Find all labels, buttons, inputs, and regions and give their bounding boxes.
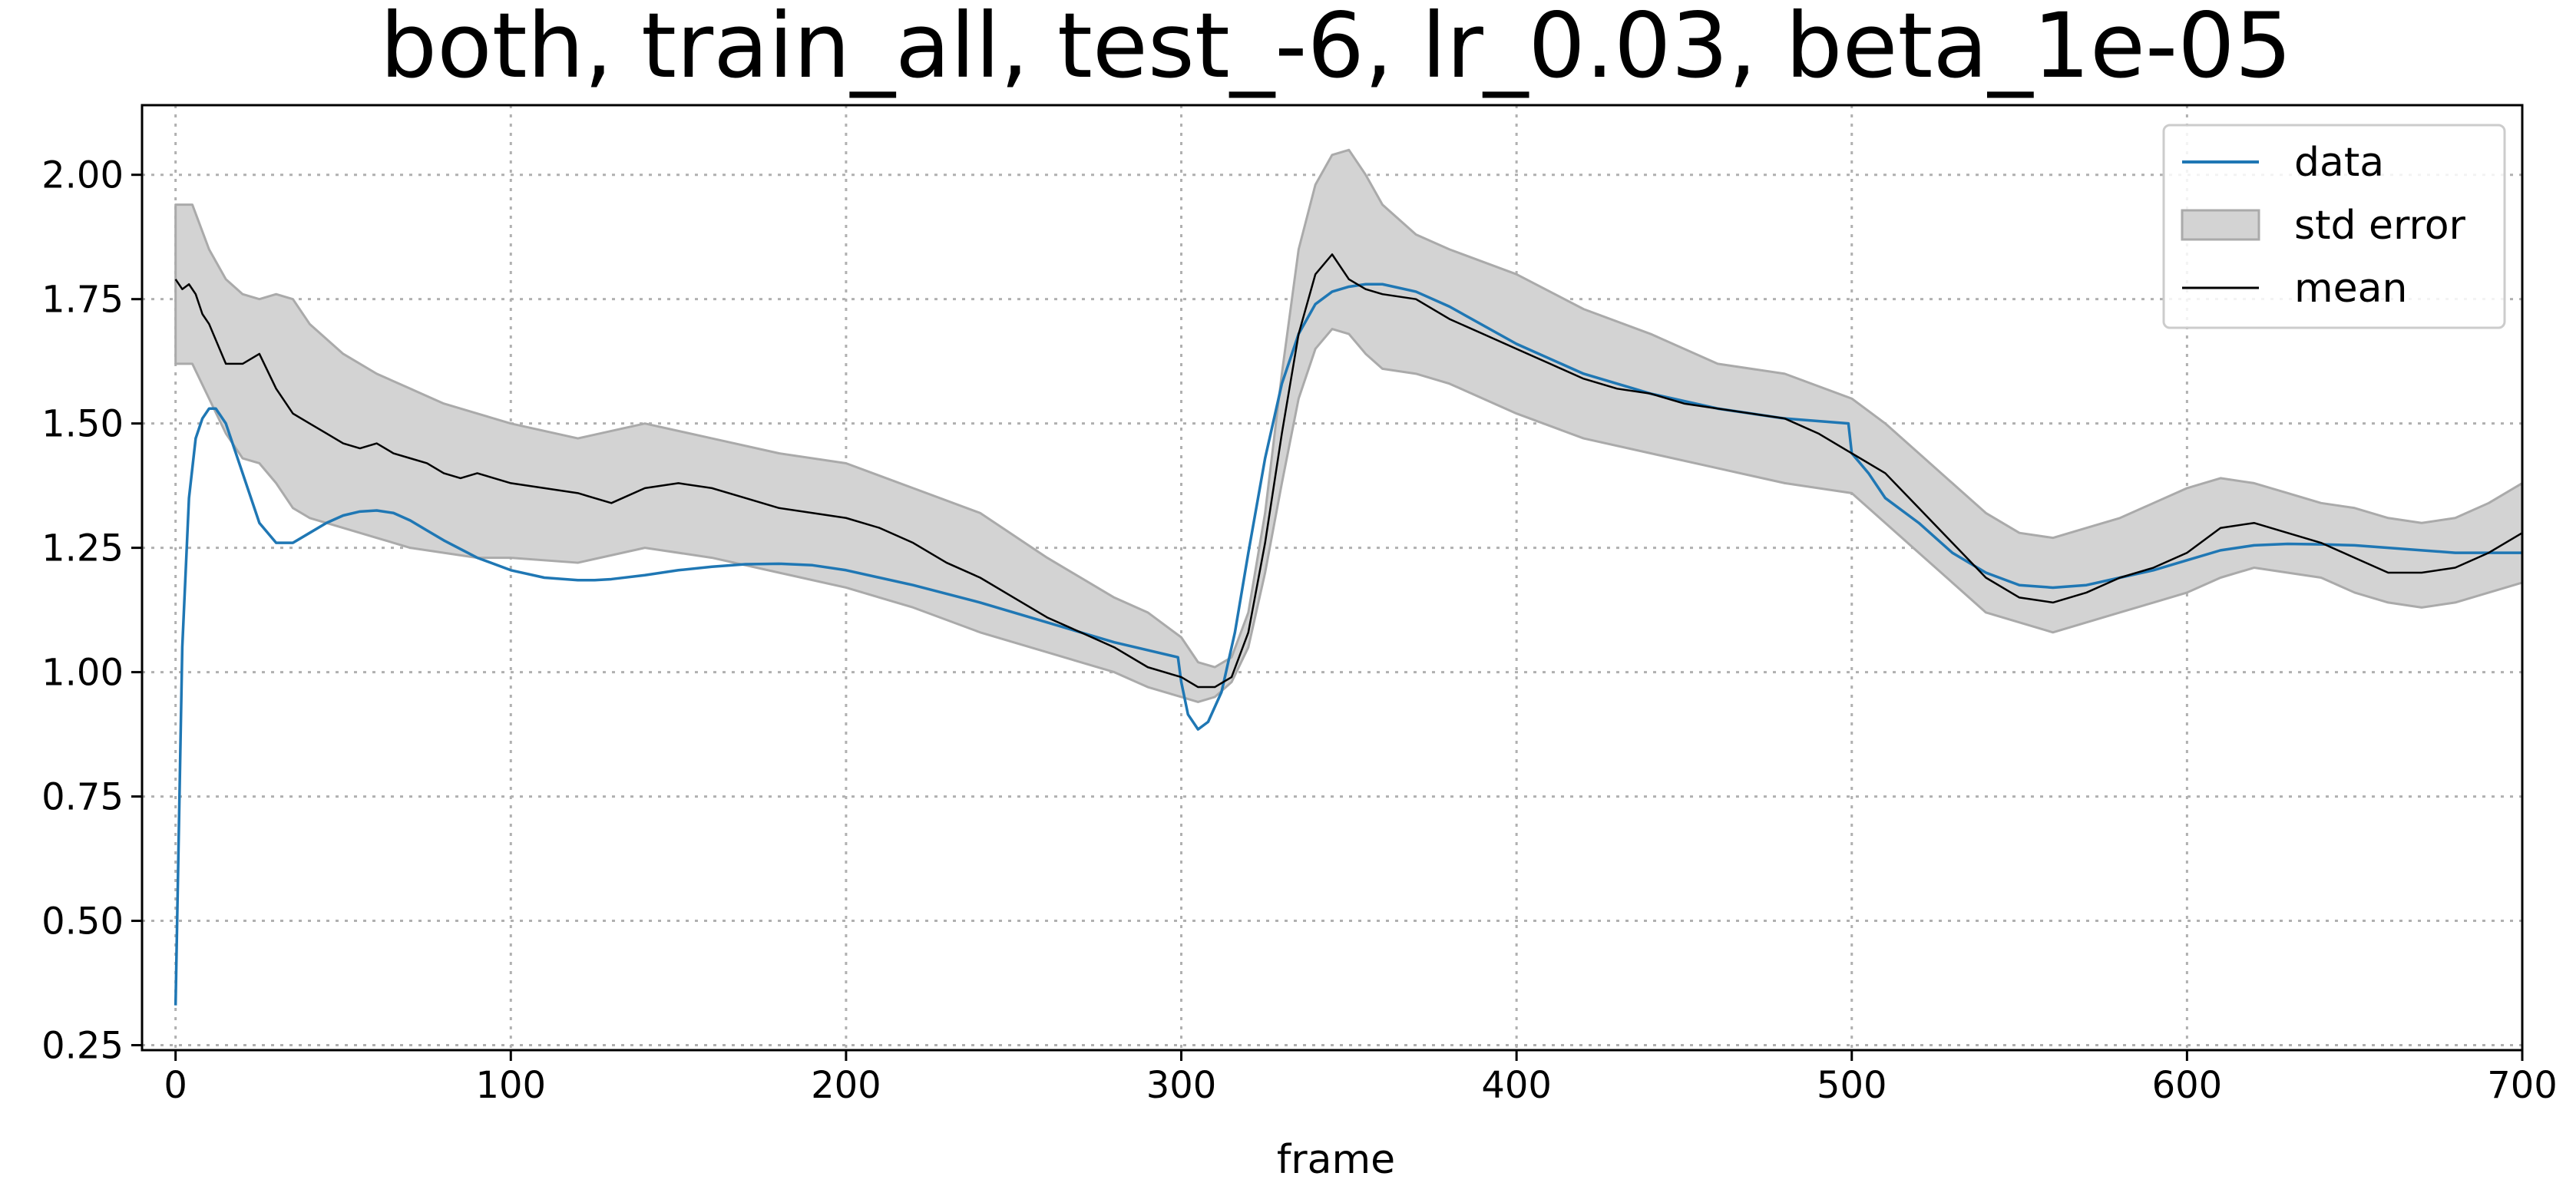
plot-frame (141, 104, 2524, 1052)
y-tick-label: 0.50 (41, 900, 124, 943)
x-axis-label: frame (1277, 1137, 1395, 1183)
y-tick-label: 1.00 (41, 652, 124, 695)
y-tick-label: 1.50 (41, 403, 124, 446)
x-tick-label: 0 (164, 1064, 187, 1107)
x-tick-label: 200 (811, 1064, 881, 1107)
x-tick-label: 600 (2152, 1064, 2223, 1107)
legend-box (2162, 124, 2506, 329)
x-tick-label: 300 (1146, 1064, 1217, 1107)
y-tick-label: 0.75 (41, 776, 124, 819)
x-axis-ticks: 0 100 200 300 400 500 600 700 (164, 1050, 2558, 1107)
y-axis-ticks: 0.25 0.50 0.75 1.00 1.25 1.50 1.75 2.00 (41, 154, 142, 1068)
x-tick-label: 700 (2487, 1064, 2558, 1107)
y-tick-label: 1.75 (41, 279, 124, 322)
chart-title: both, train_all, test_-6, lr_0.03, beta_… (380, 0, 2292, 98)
series-lines (174, 253, 2523, 1006)
x-tick-label: 400 (1481, 1064, 1552, 1107)
legend-label-data: data (2294, 140, 2384, 186)
y-tick-label: 2.00 (41, 154, 124, 197)
x-tick-label: 500 (1817, 1064, 1887, 1107)
y-tick-label: 1.25 (41, 527, 124, 570)
mean-series-line (174, 253, 2523, 689)
legend-label-mean: mean (2294, 266, 2407, 312)
legend-label-std-error: std error (2294, 203, 2466, 249)
legend-swatch-std-error (2181, 209, 2260, 241)
data-series-line (174, 282, 2522, 1006)
legend: data std error mean (2162, 124, 2506, 329)
x-tick-label: 100 (475, 1064, 546, 1107)
y-tick-label: 0.25 (41, 1025, 124, 1068)
